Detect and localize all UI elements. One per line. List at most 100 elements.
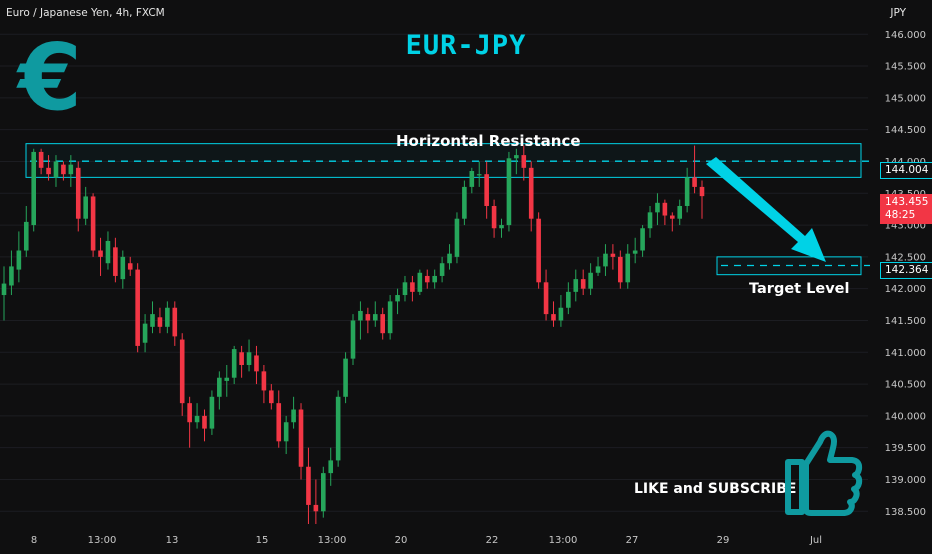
resistance-price-chip: 144.004 (880, 162, 932, 179)
candle-body (610, 253, 616, 257)
candle-body (580, 279, 586, 289)
x-tick-label: 8 (31, 535, 37, 546)
candle-body (618, 256, 623, 283)
candle-body (640, 228, 645, 251)
candle-body (350, 320, 356, 359)
candle (387, 295, 393, 340)
y-axis: 146.000145.500145.000144.500144.000143.5… (885, 30, 926, 518)
candle-body (157, 317, 163, 327)
candle (113, 237, 118, 283)
candle (402, 275, 408, 302)
candle (699, 180, 705, 219)
y-tick-label: 138.500 (885, 507, 926, 518)
candle-body (454, 218, 460, 257)
y-tick-label: 141.500 (885, 316, 926, 327)
candle (298, 403, 304, 480)
y-tick-label: 139.500 (885, 443, 926, 454)
candle-body (699, 186, 705, 197)
candle (150, 301, 155, 334)
candle (194, 403, 200, 429)
candle-body (313, 504, 319, 512)
candle (573, 269, 579, 302)
candle (558, 295, 564, 327)
y-tick-label: 140.000 (885, 411, 926, 422)
candle (669, 212, 675, 232)
candle-body (684, 177, 690, 206)
candle-body (514, 155, 519, 159)
candle (157, 307, 163, 334)
candle-body (23, 221, 29, 251)
candle-body (491, 205, 497, 229)
candle-body (662, 202, 668, 216)
candle (603, 244, 608, 276)
thumbs-up-icon[interactable] (784, 424, 864, 520)
candle-body (46, 167, 51, 175)
candle (328, 447, 334, 486)
candle (380, 307, 386, 340)
candle (1, 266, 7, 321)
x-axis: 8 13:00 13 15 13:00 20 22 13:00 27 29 Jul (31, 535, 822, 546)
candle-body (387, 301, 393, 334)
candles-layer (1, 145, 705, 524)
x-tick-label: 20 (395, 535, 408, 546)
candle-body (291, 409, 296, 423)
candle-body (447, 253, 452, 264)
candle-body (677, 205, 683, 219)
candle (655, 193, 660, 226)
like-subscribe-label: LIKE and SUBSCRIBE (634, 481, 797, 497)
y-tick-label: 142.500 (885, 252, 926, 263)
y-tick-label: 141.000 (885, 348, 926, 359)
candle-body (476, 174, 482, 176)
candle-body (283, 422, 289, 442)
candle (372, 301, 378, 327)
x-tick-label: 13:00 (549, 535, 578, 546)
candle-body (239, 352, 244, 365)
candle (395, 288, 400, 315)
bar-countdown: 48:25 (885, 209, 916, 221)
candle (484, 161, 489, 219)
candle (662, 199, 668, 226)
candle (499, 218, 504, 238)
candle-body (365, 314, 371, 321)
candle (625, 244, 631, 289)
candle (98, 237, 103, 276)
candle-body (135, 269, 140, 346)
candle (46, 155, 51, 181)
candle (239, 345, 244, 378)
candle (83, 186, 88, 226)
candle-body (469, 171, 475, 187)
candle-body (521, 155, 527, 168)
x-tick-label: 13:00 (318, 535, 347, 546)
candle (202, 409, 207, 442)
candle-body (172, 307, 178, 337)
candle (491, 199, 497, 238)
candle (269, 384, 274, 410)
candle (506, 151, 512, 232)
candle (224, 364, 230, 397)
candle (543, 269, 549, 321)
candle-body (566, 291, 571, 308)
x-tick-label: 13 (166, 535, 179, 546)
candle-body (551, 314, 556, 321)
candle (165, 301, 170, 334)
candle (209, 390, 215, 435)
candle (172, 301, 178, 346)
candle (454, 212, 460, 264)
candle-body (588, 272, 593, 289)
candle-body (669, 215, 675, 219)
candle (306, 447, 311, 524)
candle-body (105, 240, 111, 264)
candle (283, 415, 289, 455)
candle (536, 212, 541, 289)
y-tick-label: 145.500 (885, 62, 926, 73)
candle-body (632, 250, 638, 254)
candle (313, 479, 319, 524)
candle-body (209, 396, 215, 429)
candle-body (417, 272, 423, 292)
candle (61, 161, 66, 181)
candle (632, 237, 638, 264)
candle (439, 256, 445, 283)
candle (417, 269, 423, 296)
